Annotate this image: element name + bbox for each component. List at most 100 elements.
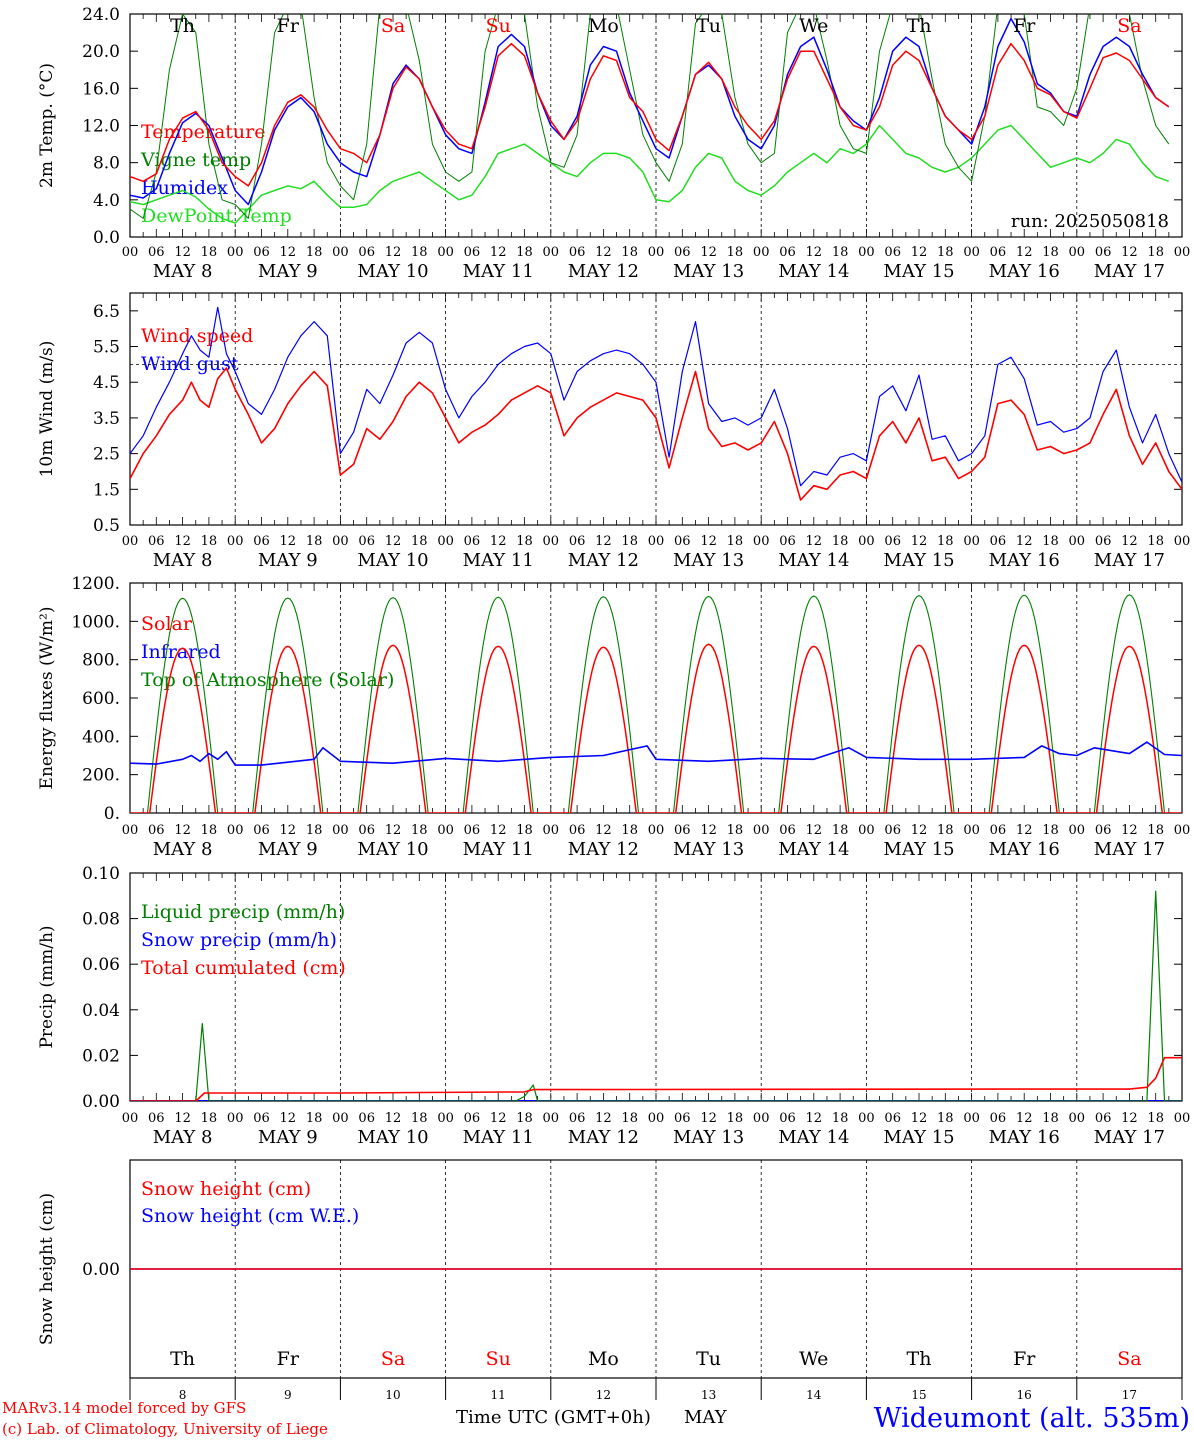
hour-label: 18 [832,1111,849,1126]
y-axis-label: Precip (mm/h) [37,925,57,1048]
hour-label: 00 [437,1111,454,1126]
hour-label: 00 [543,534,560,549]
hour-label: 06 [674,823,691,838]
hour-label: 12 [595,1111,612,1126]
time-axis-label: Time UTC (GMT+0h) [456,1407,651,1428]
hour-label: 12 [1121,245,1138,260]
y-tick-label: 12.0 [82,117,120,137]
date-label: MAY 16 [989,550,1060,571]
panel-2: 0.5 1.5 2.5 3.5 4.5 5.5 6.5 10m Wind (m/s) 00 06 1… [37,292,1190,571]
hour-label: 06 [464,823,481,838]
hour-label: 12 [806,534,823,549]
hour-label: 18 [937,245,954,260]
hour-label: 00 [437,534,454,549]
run-annotation: run: 2025050818 [1011,211,1169,232]
hour-label: 18 [727,1111,744,1126]
hour-label: 06 [1095,245,1112,260]
hour-label: 00 [1069,823,1086,838]
hour-label: 06 [569,534,586,549]
hour-label: 18 [832,245,849,260]
weekday-label: Sa [381,15,405,37]
hour-label: 06 [464,1111,481,1126]
hour-label: 00 [753,534,770,549]
weekday-label: Mo [588,15,619,37]
hour-label: 00 [122,534,139,549]
hour-label: 06 [884,245,901,260]
hour-label: 18 [727,534,744,549]
hour-label: 18 [516,245,533,260]
hour-label: 06 [253,534,270,549]
hour-label: 06 [779,1111,796,1126]
y-axis-label: 2m Temp. (°C) [37,63,57,188]
legend-entry: DewPoint Temp [141,205,292,227]
hour-label: 18 [411,534,428,549]
day-number-label: 16 [1017,1388,1032,1402]
y-tick-label: 1000. [71,612,120,632]
y-tick-label: 20.0 [82,42,120,62]
y-tick-label: 800. [82,651,120,671]
hour-label: 18 [621,245,638,260]
plot-frame [129,13,1183,238]
hour-label: 18 [201,1111,218,1126]
date-label: MAY 16 [989,1127,1060,1148]
hour-label: 06 [148,823,165,838]
hour-label: 18 [306,534,323,549]
y-tick-label: 200. [82,766,120,786]
y-tick-label: 3.5 [93,409,120,429]
hour-label: 00 [963,245,980,260]
date-label: MAY 13 [673,550,744,571]
day-number-label: 10 [385,1388,400,1402]
hour-label: 12 [595,823,612,838]
hour-label: 18 [1042,534,1059,549]
hour-label: 18 [306,245,323,260]
y-tick-label: 0.0 [93,228,120,248]
legend-entry: Vigne temp [140,149,251,171]
hour-label: 12 [490,245,507,260]
hour-label: 12 [280,1111,297,1126]
hour-label: 12 [911,823,928,838]
hour-label: 00 [122,1111,139,1126]
hour-label: 06 [990,1111,1007,1126]
hour-label: 00 [543,245,560,260]
y-tick-label: 2.5 [93,445,120,465]
hour-label: 06 [674,534,691,549]
hour-label: 00 [1069,245,1086,260]
hour-label: 00 [858,534,875,549]
hour-label: 00 [648,1111,665,1126]
hour-label: 18 [832,534,849,549]
hour-label: 00 [963,823,980,838]
hour-label: 18 [516,823,533,838]
hour-label: 12 [595,534,612,549]
hour-label: 12 [806,823,823,838]
hour-label: 06 [990,534,1007,549]
hour-label: 18 [621,1111,638,1126]
month-label: MAY [684,1407,728,1428]
legend-entry: Wind speed [141,325,253,347]
series-group [130,890,1182,1101]
hour-label: 00 [1069,534,1086,549]
date-label: MAY 12 [568,261,639,282]
hour-label: 06 [358,245,375,260]
hour-label: 12 [385,245,402,260]
date-label: MAY 13 [673,839,744,860]
hour-label: 06 [569,823,586,838]
date-label: MAY 15 [883,261,954,282]
hour-label: 18 [201,534,218,549]
legend-entry: Solar [141,613,193,635]
hour-label: 18 [201,823,218,838]
hour-label: 00 [122,245,139,260]
hour-label: 18 [516,1111,533,1126]
hour-label: 06 [148,534,165,549]
hour-label: 12 [911,245,928,260]
legend-entry: Infrared [141,641,221,663]
y-tick-label: 400. [82,727,120,747]
hour-label: 00 [227,823,244,838]
hour-label: 18 [1042,823,1059,838]
hour-label: 00 [753,823,770,838]
hour-label: 06 [779,823,796,838]
hour-label: 06 [253,1111,270,1126]
hour-label: 12 [1121,823,1138,838]
legend-entry: Snow precip (mm/h) [141,929,337,951]
hour-label: 06 [674,1111,691,1126]
date-label: MAY 13 [673,1127,744,1148]
